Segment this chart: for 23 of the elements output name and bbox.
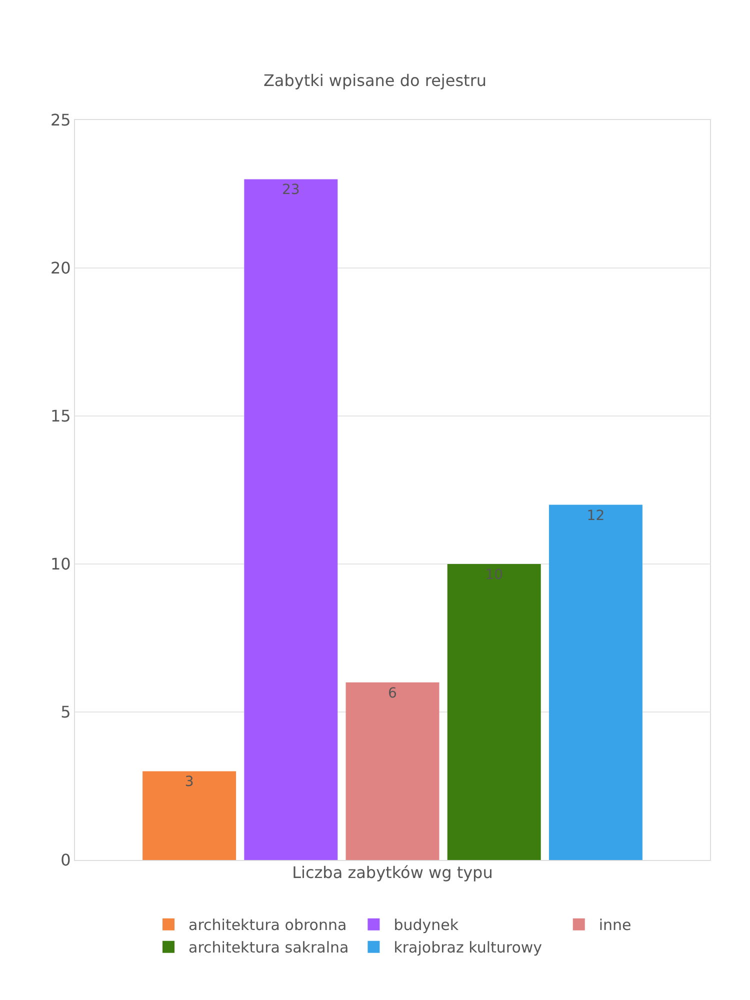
- y-tick-label: 0: [60, 850, 71, 870]
- legend-label: architektura sakralna: [188, 938, 349, 957]
- legend-label: inne: [598, 916, 632, 934]
- legend-label: krajobraz kulturowy: [394, 938, 542, 957]
- legend-label: architektura obronna: [188, 916, 347, 934]
- data-label: 3: [184, 774, 194, 790]
- bar: [244, 179, 338, 860]
- bar: [142, 771, 236, 860]
- bar: [346, 682, 440, 860]
- data-label: 12: [586, 508, 605, 524]
- data-label: 6: [388, 685, 397, 702]
- x-axis-title: Liczba zabytków wg typu: [292, 863, 493, 882]
- y-tick-label: 20: [50, 258, 71, 278]
- legend-label: budynek: [394, 916, 459, 934]
- y-tick-label: 10: [50, 554, 71, 574]
- y-tick-label: 5: [60, 702, 71, 722]
- bar: [548, 504, 642, 860]
- bar: [447, 564, 541, 860]
- y-tick-label: 15: [50, 406, 71, 426]
- data-label: 23: [282, 182, 300, 198]
- y-tick-label: 25: [50, 110, 71, 130]
- chart-title: Zabytki wpisane do rejestru: [263, 71, 487, 90]
- data-label: 10: [485, 567, 504, 583]
